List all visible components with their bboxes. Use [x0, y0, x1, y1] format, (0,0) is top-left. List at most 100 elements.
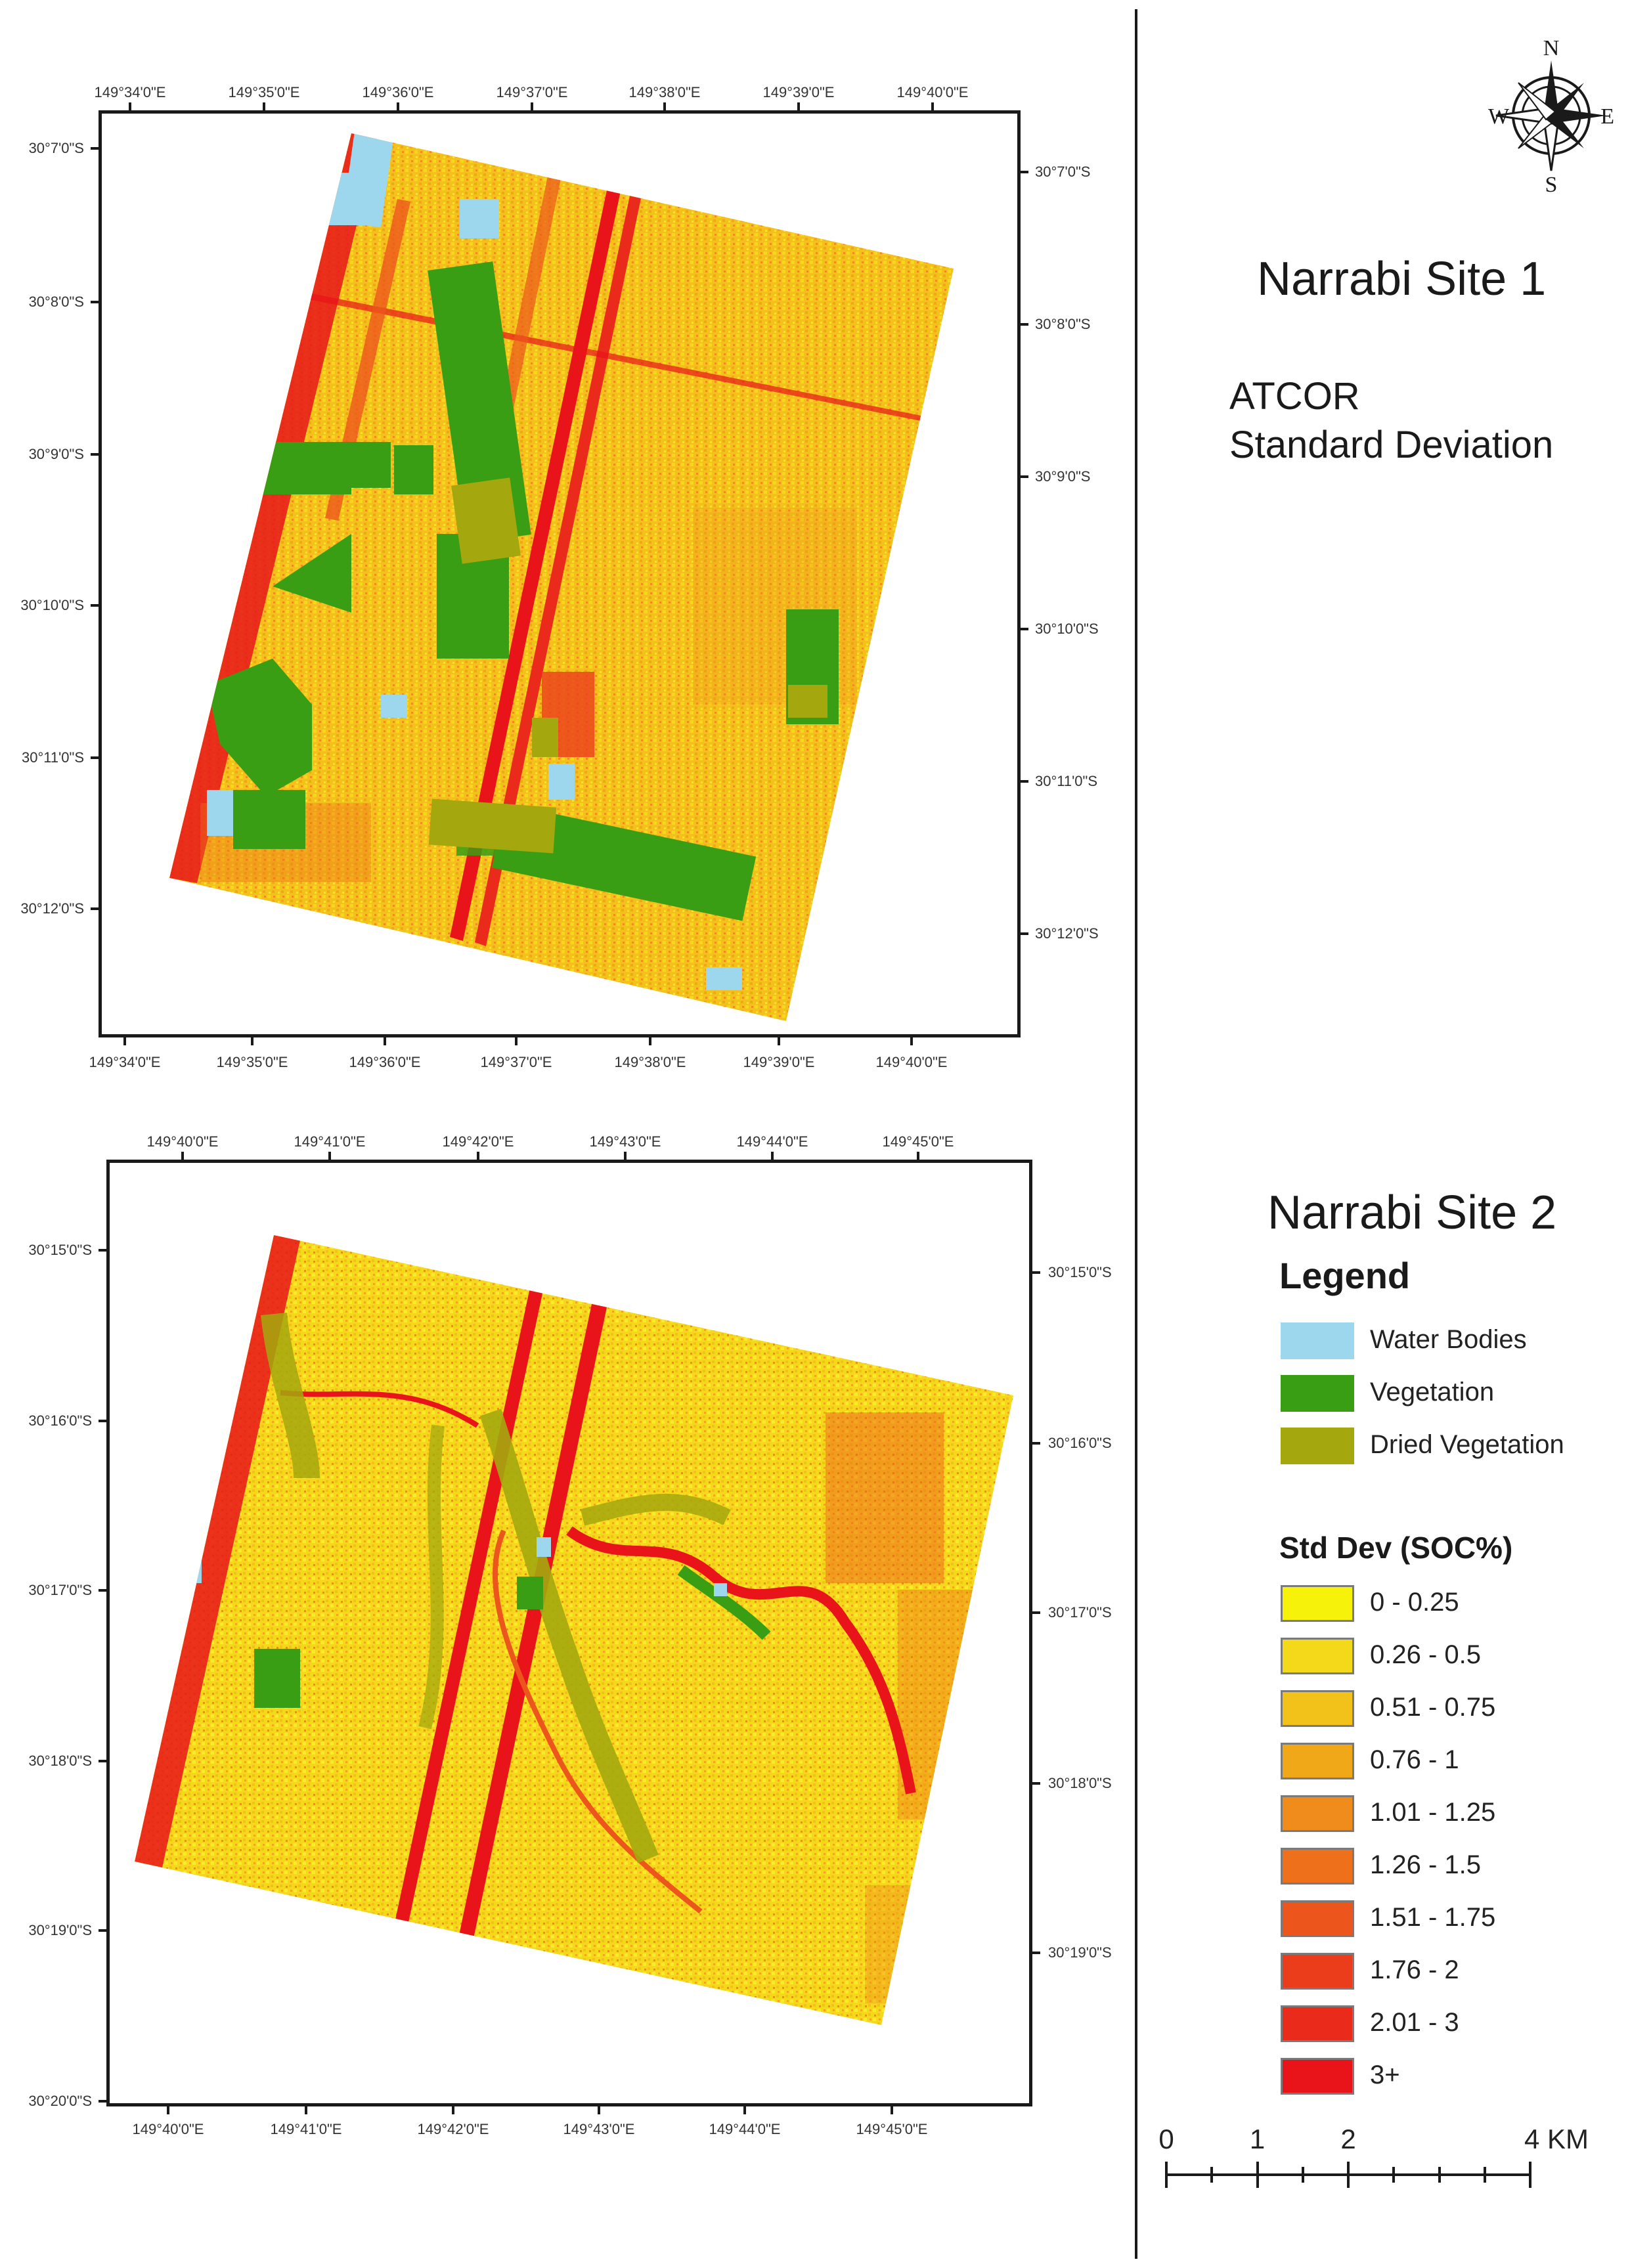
std-dev-class-label: 0.51 - 0.75 — [1370, 1693, 1496, 1722]
graticule-tick — [1031, 1442, 1040, 1445]
scale-bar-tick — [1347, 2162, 1350, 2188]
std-dev-class-swatch — [1281, 1743, 1354, 1779]
site2-top-tick-label: 149°40'0"E — [146, 1133, 219, 1150]
std-dev-legend-title: Std Dev (SOC%) — [1279, 1531, 1513, 1565]
std-dev-class-swatch — [1281, 1953, 1354, 1990]
graticule-tick — [1031, 1952, 1040, 1954]
graticule-tick — [1031, 1271, 1040, 1274]
site2-left-tick-label: 30°18'0"S — [28, 1753, 92, 1769]
site1-bottom-tick-label: 149°34'0"E — [89, 1054, 161, 1070]
site1-right-tick-label: 30°8'0"S — [1035, 316, 1091, 332]
graticule-tick — [99, 1420, 108, 1422]
compass-n-label: N — [1543, 37, 1560, 60]
site1-top-tick-label: 149°34'0"E — [94, 84, 166, 100]
site2-top-tick-label: 149°44'0"E — [736, 1133, 808, 1150]
site2-map-frame — [106, 1160, 1032, 2106]
site2-footprint — [135, 1235, 1013, 2025]
site1-left-tick-label: 30°10'0"S — [20, 597, 84, 613]
graticule-tick — [99, 1589, 108, 1592]
graticule-tick — [649, 1036, 651, 1045]
graticule-tick — [305, 2105, 307, 2114]
graticule-tick — [778, 1036, 780, 1045]
graticule-tick — [99, 1929, 108, 1932]
std-dev-class-swatch — [1281, 1638, 1354, 1674]
graticule-tick — [515, 1036, 518, 1045]
graticule-tick — [910, 1036, 913, 1045]
graticule-tick — [452, 2105, 454, 2114]
scale-bar-label: 4 KM — [1524, 2124, 1589, 2154]
site1-top-tick-label: 149°36'0"E — [362, 84, 434, 100]
site2-right-tick-label: 30°18'0"S — [1048, 1775, 1112, 1791]
site2-left-tick-label: 30°16'0"S — [28, 1412, 92, 1429]
site1-top-tick-label: 149°38'0"E — [628, 84, 701, 100]
site2-bottom-tick-label: 149°42'0"E — [417, 2121, 489, 2137]
scale-bar-label: 0 — [1158, 2124, 1174, 2154]
site1-bottom-tick-label: 149°37'0"E — [480, 1054, 552, 1070]
site1-bottom-tick-label: 149°40'0"E — [875, 1054, 948, 1070]
site1-right-tick-label: 30°7'0"S — [1035, 164, 1091, 180]
site2-right-tick-label: 30°15'0"S — [1048, 1264, 1112, 1280]
scale-bar-tick — [1438, 2167, 1441, 2183]
land-class-label: Dried Vegetation — [1370, 1430, 1564, 1459]
site1-subtitle-line-1: ATCOR — [1229, 375, 1360, 418]
graticule-tick — [891, 2105, 893, 2114]
site1-left-tick-label: 30°7'0"S — [28, 140, 84, 156]
site1-top-tick-label: 149°39'0"E — [762, 84, 835, 100]
std-dev-class-swatch — [1281, 1585, 1354, 1622]
site1-bottom-tick-label: 149°35'0"E — [216, 1054, 288, 1070]
graticule-tick — [99, 2100, 108, 2103]
graticule-tick — [917, 1152, 919, 1161]
std-dev-class-swatch — [1281, 1900, 1354, 1937]
site2-top-tick-label: 149°42'0"E — [442, 1133, 514, 1150]
site2-raster — [135, 1235, 1013, 2025]
scale-bar-tick — [1256, 2162, 1259, 2188]
site1-right-tick-label: 30°12'0"S — [1035, 925, 1099, 942]
graticule-tick — [91, 453, 100, 456]
site2-left-tick-label: 30°19'0"S — [28, 1922, 92, 1938]
graticule-tick — [91, 301, 100, 303]
scale-bar-tick — [1392, 2167, 1396, 2183]
graticule-tick — [1019, 475, 1028, 478]
graticule-tick — [663, 102, 666, 112]
std-dev-class-label: 0 - 0.25 — [1370, 1588, 1459, 1617]
panel-divider — [1135, 9, 1137, 2259]
site1-bottom-tick-label: 149°36'0"E — [349, 1054, 421, 1070]
graticule-tick — [1031, 1782, 1040, 1785]
std-dev-class-label: 1.01 - 1.25 — [1370, 1798, 1496, 1827]
graticule-tick — [477, 1152, 479, 1161]
land-class-swatch — [1281, 1428, 1354, 1464]
scale-bar-tick — [1165, 2162, 1168, 2188]
graticule-tick — [251, 1036, 253, 1045]
graticule-tick — [1019, 932, 1028, 935]
site1-title: Narrabi Site 1 — [1257, 253, 1547, 305]
graticule-tick — [99, 1760, 108, 1762]
std-dev-class-label: 1.51 - 1.75 — [1370, 1903, 1496, 1932]
site1-right-tick-label: 30°9'0"S — [1035, 468, 1091, 485]
graticule-tick — [1019, 171, 1028, 173]
scale-bar-tick — [1210, 2167, 1214, 2183]
graticule-tick — [91, 756, 100, 759]
std-dev-class-label: 2.01 - 3 — [1370, 2008, 1459, 2037]
site2-left-tick-label: 30°15'0"S — [28, 1242, 92, 1258]
compass-w-label: W — [1488, 104, 1510, 129]
graticule-tick — [931, 102, 934, 112]
site2-bottom-tick-label: 149°41'0"E — [270, 2121, 342, 2137]
graticule-tick — [263, 102, 265, 112]
site1-subtitle-line-2: Standard Deviation — [1229, 424, 1554, 466]
site2-bottom-tick-label: 149°45'0"E — [856, 2121, 928, 2137]
site1-top-tick-label: 149°35'0"E — [228, 84, 300, 100]
graticule-tick — [397, 102, 399, 112]
site2-right-tick-label: 30°17'0"S — [1048, 1604, 1112, 1621]
site2-right-tick-label: 30°16'0"S — [1048, 1435, 1112, 1451]
std-dev-class-swatch — [1281, 1795, 1354, 1832]
site2-left-tick-label: 30°17'0"S — [28, 1582, 92, 1598]
site2-bottom-tick-label: 149°43'0"E — [563, 2121, 635, 2137]
graticule-tick — [531, 102, 533, 112]
scale-bar-tick — [1483, 2167, 1486, 2183]
compass-s-label: S — [1545, 173, 1558, 194]
scale-bar-label: 2 — [1340, 2124, 1356, 2154]
graticule-tick — [129, 102, 131, 112]
graticule-tick — [771, 1152, 774, 1161]
site2-left-tick-label: 30°20'0"S — [28, 2093, 92, 2109]
site2-top-tick-label: 149°45'0"E — [882, 1133, 954, 1150]
